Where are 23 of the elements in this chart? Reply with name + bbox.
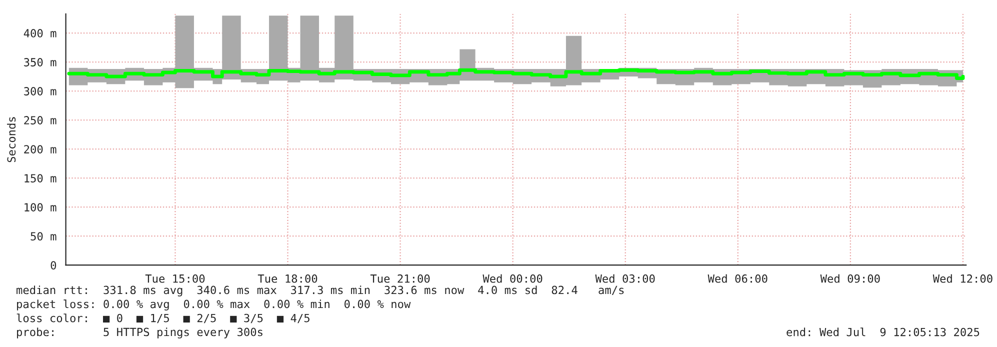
- text: median rtt: 331.8 ms avg 340.6 ms max 317.3 ms min 323.6 ms now 4.0 ms sd 82.4 am/s: [16, 286, 624, 296]
- x-tick-label: Tue 18:00: [258, 274, 318, 283]
- text: probe: 5 HTTPS pings every 300s: [17, 328, 262, 338]
- y-tick-label: 150 m: [24, 174, 56, 182]
- text: packet loss: 0.00 % avg 0.00 % max 0.00 % min 0.00 % now: [17, 300, 411, 310]
- y-tick-label: 50 m: [30, 232, 56, 241]
- y-tick-label: 400 m: [24, 29, 56, 38]
- x-tick-label: Wed 03:00: [595, 274, 655, 283]
- y-tick-label: 100 m: [24, 203, 56, 212]
- y-axis-title: Seconds: [7, 117, 16, 162]
- x-tick-label: Tue 15:00: [145, 274, 205, 283]
- x-tick-label: Wed 06:00: [708, 274, 768, 283]
- x-tick-label: Wed 00:00: [482, 274, 542, 283]
- y-tick-label: 300 m: [24, 87, 56, 96]
- text: end: Wed Jul 9 12:05:13 2025: [786, 328, 980, 336]
- y-tick-label: 250 m: [24, 116, 56, 124]
- x-tick-label: Wed 12:00: [932, 274, 992, 283]
- x-tick-label: Tue 21:00: [370, 274, 430, 283]
- x-tick-label: Wed 09:00: [820, 274, 880, 283]
- y-tick-label: 200 m: [24, 145, 56, 154]
- y-tick-label: 350 m: [24, 58, 56, 66]
- y-tick-label: 0: [50, 261, 56, 270]
- text: loss color: ■ 0 ■ 1/5 ■ 2/5 ■ 3/5 ■ 4/5: [16, 314, 310, 324]
